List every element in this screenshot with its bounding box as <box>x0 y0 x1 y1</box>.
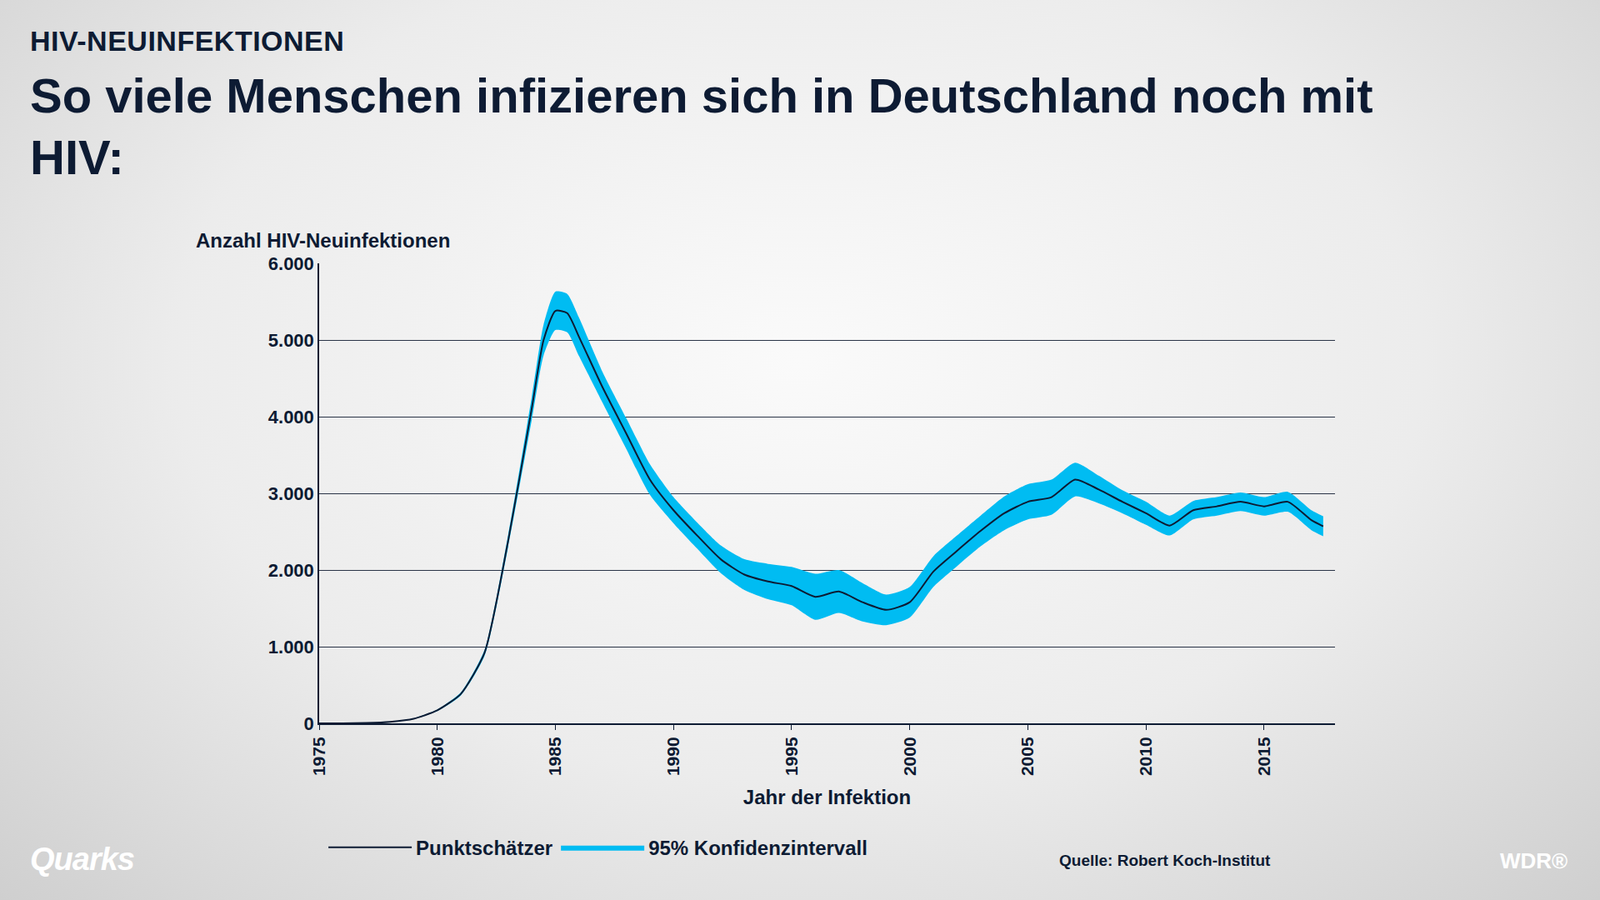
svg-text:2010: 2010 <box>1135 736 1155 776</box>
svg-text:1.000: 1.000 <box>268 636 315 658</box>
html-text:So viele Menschen infizieren s: So viele Menschen infizieren sich in Deu… <box>30 68 1373 185</box>
svg-text:Jahr der Infektion: Jahr der Infektion <box>743 785 911 809</box>
svg-text:1980: 1980 <box>427 736 447 776</box>
svg-text:Anzahl HIV-Neuinfektionen: Anzahl HIV-Neuinfektionen <box>195 229 450 252</box>
svg-text:Punktschätzer: Punktschätzer <box>415 836 553 860</box>
svg-text:1995: 1995 <box>781 736 801 776</box>
svg-text:2005: 2005 <box>1017 736 1037 776</box>
svg-text:3.000: 3.000 <box>268 483 315 505</box>
svg-text:6.000: 6.000 <box>268 253 315 275</box>
svg-text:4.000: 4.000 <box>268 406 315 428</box>
svg-text:1975: 1975 <box>309 736 329 776</box>
svg-text:2.000: 2.000 <box>268 560 315 581</box>
svg-text:0: 0 <box>304 713 315 735</box>
svg-text:1990: 1990 <box>663 736 683 776</box>
svg-text:1985: 1985 <box>545 736 565 776</box>
html-text:HIV-NEUINFEKTIONEN: HIV-NEUINFEKTIONEN <box>30 25 345 57</box>
html-text:Quelle: Robert Koch-Institut: Quelle: Robert Koch-Institut <box>1059 851 1271 870</box>
html-text:Quarks: Quarks <box>30 841 135 877</box>
svg-text:2000: 2000 <box>900 736 920 776</box>
html-text:WDR®: WDR® <box>1500 848 1568 874</box>
svg-text:5.000: 5.000 <box>268 330 315 351</box>
svg-text:2015: 2015 <box>1254 736 1274 776</box>
svg-text:95% Konfidenzintervall: 95% Konfidenzintervall <box>648 836 868 860</box>
